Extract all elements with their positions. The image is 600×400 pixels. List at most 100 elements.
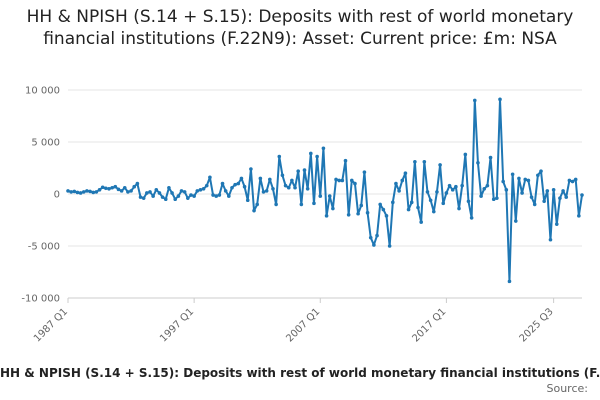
- data-point[interactable]: [485, 183, 490, 188]
- data-point[interactable]: [372, 243, 376, 247]
- data-point[interactable]: [198, 188, 203, 192]
- data-point[interactable]: [173, 197, 178, 201]
- data-point[interactable]: [526, 178, 531, 183]
- data-point[interactable]: [529, 195, 534, 199]
- data-point[interactable]: [100, 185, 105, 190]
- data-point[interactable]: [476, 161, 480, 165]
- data-point[interactable]: [444, 191, 449, 195]
- data-point[interactable]: [573, 177, 578, 182]
- data-point[interactable]: [334, 177, 338, 182]
- data-point[interactable]: [186, 196, 190, 200]
- data-point[interactable]: [406, 207, 411, 212]
- data-point[interactable]: [211, 193, 215, 197]
- data-point[interactable]: [88, 189, 92, 194]
- data-point[interactable]: [116, 187, 121, 192]
- data-point[interactable]: [441, 201, 446, 206]
- data-point[interactable]: [126, 190, 130, 194]
- data-point[interactable]: [425, 190, 430, 194]
- data-point[interactable]: [554, 222, 559, 226]
- data-point[interactable]: [397, 189, 401, 193]
- data-point[interactable]: [346, 213, 351, 217]
- data-point[interactable]: [551, 188, 556, 192]
- data-point[interactable]: [375, 233, 379, 238]
- data-point[interactable]: [318, 194, 323, 198]
- data-point[interactable]: [580, 193, 584, 197]
- data-point[interactable]: [438, 163, 442, 167]
- data-point[interactable]: [69, 190, 73, 194]
- data-point[interactable]: [460, 183, 464, 188]
- data-point[interactable]: [324, 214, 329, 218]
- data-point[interactable]: [195, 189, 200, 193]
- data-point[interactable]: [558, 196, 562, 200]
- data-point[interactable]: [94, 190, 99, 194]
- data-point[interactable]: [157, 191, 162, 195]
- data-point[interactable]: [192, 194, 196, 198]
- data-point[interactable]: [416, 205, 420, 210]
- data-point[interactable]: [501, 179, 505, 184]
- data-point[interactable]: [435, 190, 439, 194]
- data-point[interactable]: [356, 211, 360, 216]
- data-point[interactable]: [340, 178, 345, 183]
- data-point[interactable]: [261, 190, 266, 194]
- data-point[interactable]: [542, 199, 546, 204]
- data-point[interactable]: [482, 187, 487, 191]
- data-point[interactable]: [201, 187, 206, 191]
- data-point[interactable]: [337, 178, 341, 183]
- data-point[interactable]: [129, 189, 133, 193]
- data-point[interactable]: [570, 179, 575, 184]
- data-point[interactable]: [472, 98, 477, 103]
- data-point[interactable]: [517, 176, 521, 181]
- data-point[interactable]: [365, 210, 370, 215]
- data-point[interactable]: [145, 191, 149, 195]
- data-point[interactable]: [110, 185, 114, 190]
- data-point[interactable]: [539, 169, 543, 173]
- data-point[interactable]: [78, 191, 83, 195]
- data-point[interactable]: [268, 177, 272, 182]
- data-point[interactable]: [504, 188, 509, 192]
- data-point[interactable]: [577, 214, 581, 218]
- data-point[interactable]: [359, 203, 364, 208]
- data-point[interactable]: [170, 191, 174, 195]
- data-point[interactable]: [378, 202, 382, 207]
- data-point[interactable]: [163, 197, 168, 201]
- data-point[interactable]: [286, 185, 291, 190]
- data-point[interactable]: [283, 183, 288, 188]
- data-point[interactable]: [368, 235, 373, 240]
- data-point[interactable]: [280, 173, 285, 178]
- data-point[interactable]: [507, 279, 512, 284]
- data-point[interactable]: [119, 189, 124, 193]
- data-point[interactable]: [148, 190, 152, 194]
- data-point[interactable]: [479, 194, 483, 198]
- data-point[interactable]: [409, 200, 414, 205]
- data-point[interactable]: [138, 195, 143, 199]
- data-point[interactable]: [208, 175, 212, 180]
- data-point[interactable]: [176, 194, 181, 198]
- data-point[interactable]: [343, 158, 348, 163]
- data-point[interactable]: [403, 171, 408, 175]
- data-point[interactable]: [179, 189, 184, 193]
- data-point[interactable]: [97, 188, 102, 192]
- data-point[interactable]: [182, 190, 187, 194]
- data-point[interactable]: [277, 154, 282, 159]
- data-point[interactable]: [327, 194, 332, 198]
- data-point[interactable]: [447, 183, 452, 188]
- data-point[interactable]: [75, 190, 80, 195]
- data-point[interactable]: [305, 187, 310, 191]
- data-point[interactable]: [387, 244, 392, 248]
- data-point[interactable]: [564, 195, 569, 199]
- data-point[interactable]: [463, 152, 468, 157]
- data-point[interactable]: [91, 190, 96, 195]
- data-point[interactable]: [264, 189, 269, 193]
- data-point[interactable]: [567, 178, 572, 183]
- data-point[interactable]: [296, 169, 301, 173]
- data-point[interactable]: [151, 194, 155, 198]
- data-point[interactable]: [104, 186, 108, 191]
- data-point[interactable]: [242, 184, 247, 189]
- data-point[interactable]: [214, 194, 219, 198]
- data-point[interactable]: [561, 189, 565, 193]
- data-point[interactable]: [413, 159, 417, 164]
- data-point[interactable]: [488, 155, 493, 160]
- data-point[interactable]: [252, 208, 256, 213]
- data-point[interactable]: [391, 200, 395, 205]
- data-point[interactable]: [321, 146, 326, 151]
